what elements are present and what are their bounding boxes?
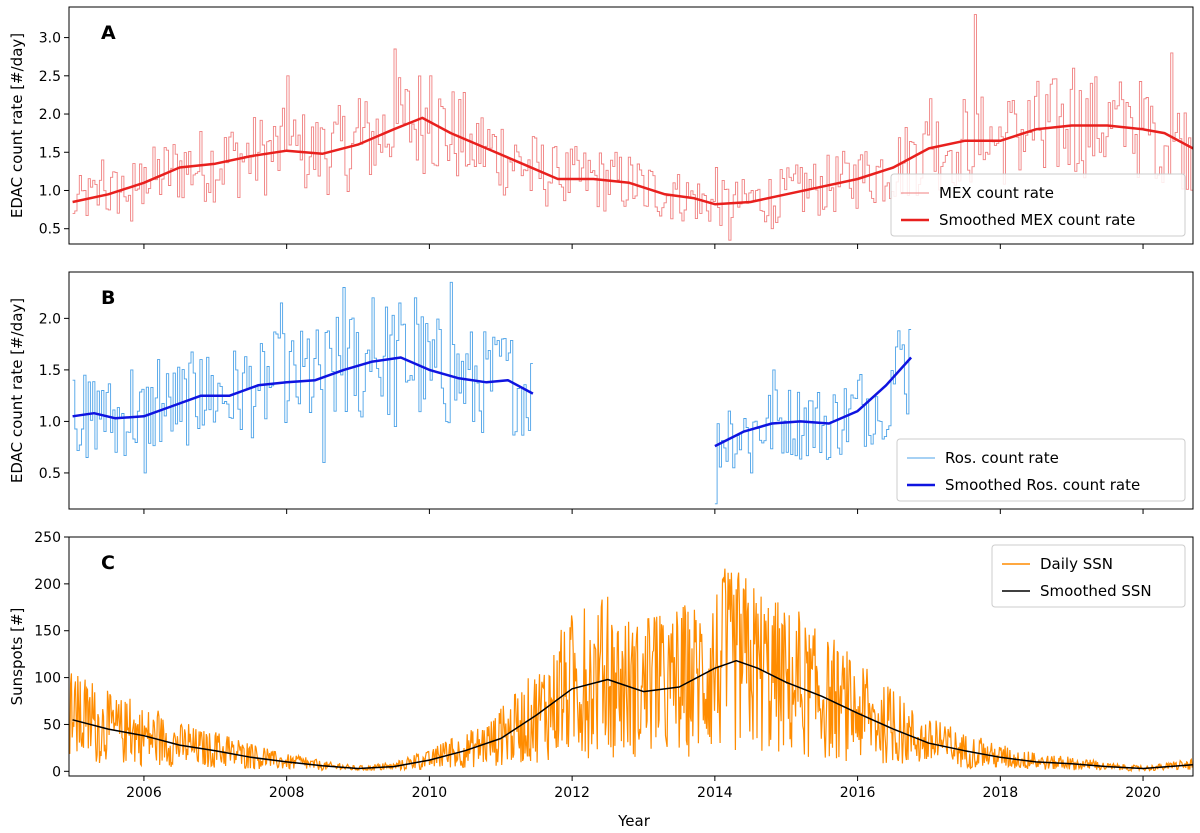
legend: MEX count rate Smoothed MEX count rate (890, 173, 1186, 237)
legend-box (991, 544, 1186, 608)
axes-frame (68, 271, 1194, 510)
panel-label: B (101, 287, 115, 309)
y-tick-label: 0 (52, 764, 61, 780)
series-mex-count-rate-trace (72, 14, 1193, 241)
panel-a: 0.5 1.0 1.5 2.0 2.5 3.0 EDAC count rate [#/day… (8, 6, 1194, 249)
y-axis-label: EDAC count rate [#/day] (8, 298, 26, 483)
x-tick-label: 2020 (1125, 785, 1161, 801)
x-tick-label: 2018 (982, 785, 1018, 801)
y-tick-label: 0.5 (39, 222, 61, 238)
axes-frame (68, 536, 1194, 777)
series-smoothed-ssn-line (72, 659, 1193, 770)
panel-b: 0.5 1.0 1.5 2.0 EDAC count rate [#/day] B Ros.… (8, 271, 1194, 514)
y-tick-label: 1.5 (39, 363, 61, 379)
series-smoothed-mex-count-rate-line (72, 116, 1193, 206)
legend-box (890, 173, 1186, 237)
legend-box (896, 438, 1186, 502)
y-tick-label: 150 (34, 624, 61, 640)
x-tick-label: 2008 (269, 785, 305, 801)
legend: Daily SSN Smoothed SSN (991, 544, 1186, 608)
x-tick-label: 2006 (126, 785, 162, 801)
series-ros-count-rate-trace (72, 281, 533, 474)
panel-label: A (101, 22, 116, 44)
legend-entry: Daily SSN (1040, 555, 1113, 573)
y-tick-label: 200 (34, 577, 61, 593)
x-tick-label: 2016 (840, 785, 876, 801)
y-tick-label: 3.0 (39, 31, 61, 47)
series-smoothed-ros-count-rate-line (72, 356, 534, 420)
plot-area-c (69, 568, 1193, 773)
legend-entry: Ros. count rate (945, 449, 1059, 467)
y-tick-label: 250 (34, 530, 61, 546)
y-tick-label: 0.5 (39, 466, 61, 482)
plot-area-a (72, 14, 1193, 241)
y-tick-label: 2.5 (39, 69, 61, 85)
y-tick-label: 2.0 (39, 107, 61, 123)
y-axis-label: Sunspots [#] (8, 608, 26, 706)
legend-entry: Smoothed Ros. count rate (945, 476, 1140, 494)
panel-c: 0 50 100 150 200 250 2006 2008 2010 2012 2014 2016 2… (8, 530, 1194, 801)
y-tick-label: 50 (43, 717, 61, 733)
x-tick-label: 2014 (697, 785, 733, 801)
x-tick-label: 2010 (412, 785, 448, 801)
legend-entry: MEX count rate (939, 184, 1054, 202)
legend: Ros. count rate Smoothed Ros. count rate (896, 438, 1186, 502)
panel-label: C (101, 552, 115, 574)
y-tick-label: 2.0 (39, 311, 61, 327)
series-daily-ssn-trace (69, 568, 1193, 773)
x-tick-label: 2012 (554, 785, 590, 801)
y-axis-label: EDAC count rate [#/day] (8, 33, 26, 218)
y-tick-label: 1.0 (39, 414, 61, 430)
series-ros-count-rate-trace (714, 329, 912, 505)
series-smoothed-ros-count-rate-line (714, 356, 913, 448)
legend-entry: Smoothed SSN (1040, 582, 1152, 600)
plot-area-b (72, 281, 913, 505)
y-tick-label: 1.0 (39, 183, 61, 199)
axes-frame (68, 6, 1194, 245)
x-axis-label: Year (617, 812, 651, 830)
y-tick-label: 1.5 (39, 145, 61, 161)
y-tick-label: 100 (34, 671, 61, 687)
legend-entry: Smoothed MEX count rate (939, 211, 1135, 229)
